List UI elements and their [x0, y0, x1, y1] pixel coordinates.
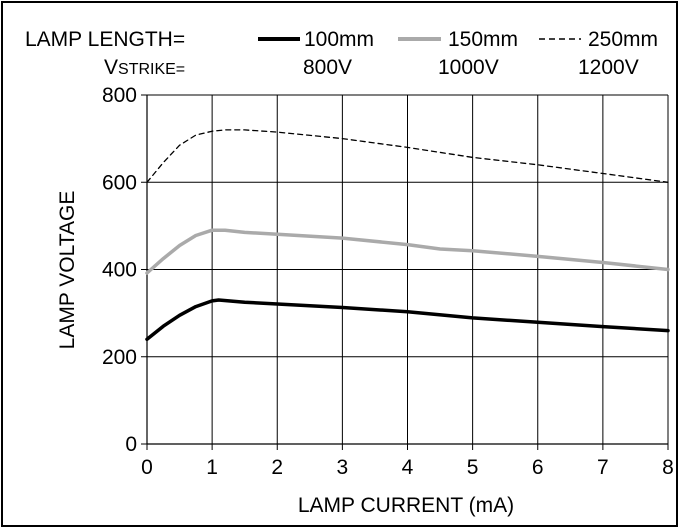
- grid: [147, 94, 669, 444]
- legend-entry-100mm: 100mm: [304, 28, 374, 51]
- y-tick-label-200: 200: [102, 346, 137, 369]
- y-tick-label-600: 600: [102, 171, 137, 194]
- x-tick-label-4: 4: [402, 456, 414, 479]
- legend-vstrike-250mm: 1200V: [578, 56, 639, 79]
- legend-entry-250mm: 250mm: [588, 28, 658, 51]
- x-tick-label-7: 7: [597, 456, 609, 479]
- legend-vstrike-subscript: STRIKE=: [118, 61, 185, 78]
- x-tick-label-5: 5: [467, 456, 479, 479]
- x-tick-label-8: 8: [662, 456, 674, 479]
- legend-vstrike-150mm: 1000V: [438, 56, 499, 79]
- y-tick-label-0: 0: [125, 433, 137, 456]
- x-tick-label-3: 3: [337, 456, 349, 479]
- x-tick-label-2: 2: [271, 456, 283, 479]
- x-tick-label-0: 0: [141, 456, 153, 479]
- x-tick-label-6: 6: [532, 456, 544, 479]
- series-line-150mm: [145, 228, 670, 275]
- tick-labels: 0 1 2 3 4 5 6 7 8 0 200 400 600 800: [102, 84, 674, 479]
- series-lines: [145, 129, 670, 342]
- legend-lamp-length-label: LAMP LENGTH=: [25, 28, 185, 51]
- series-line-100mm: [145, 298, 670, 342]
- legend-vstrike-label: VSTRIKE=: [104, 56, 185, 79]
- legend-vstrike-v: V: [104, 56, 118, 79]
- legend: LAMP LENGTH= VSTRIKE= 100mm 800V 150mm 1…: [25, 28, 658, 79]
- y-axis-title: LAMP VOLTAGE: [56, 191, 79, 350]
- y-tick-label-400: 400: [102, 259, 137, 282]
- axes: [141, 94, 669, 450]
- legend-vstrike-100mm: 800V: [303, 56, 352, 79]
- x-axis-title: LAMP CURRENT (mA): [298, 494, 514, 517]
- y-tick-label-800: 800: [102, 84, 137, 107]
- legend-entry-150mm: 150mm: [448, 28, 518, 51]
- x-tick-label-1: 1: [206, 456, 218, 479]
